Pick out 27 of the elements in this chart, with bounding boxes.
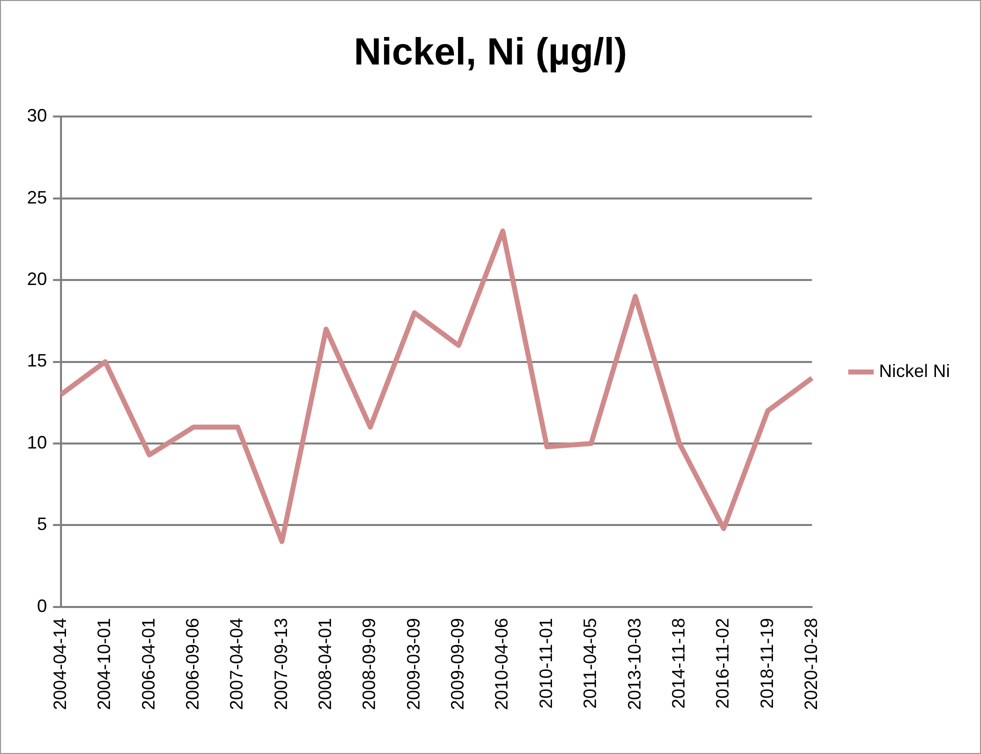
x-tick-label: 2014-11-18 xyxy=(668,618,688,709)
y-tick-label: 10 xyxy=(26,432,48,452)
y-tick-label: 0 xyxy=(37,596,48,616)
y-tick-label: 30 xyxy=(26,106,48,126)
x-tick-label: 2009-03-09 xyxy=(403,618,424,710)
x-tick-label: 2004-10-01 xyxy=(94,618,114,710)
y-tick-label: 15 xyxy=(26,350,48,371)
legend-label: Nickel Ni xyxy=(878,360,950,381)
x-tick-label: 2008-09-09 xyxy=(359,618,380,710)
chart-title: Nickel, Ni (µg/l) xyxy=(354,31,628,74)
x-tick-label: 2013-10-03 xyxy=(624,618,644,710)
x-tick-label: 2007-09-13 xyxy=(270,618,291,710)
x-tick-label: 2016-11-02 xyxy=(712,618,733,709)
x-tick-label: 2018-11-19 xyxy=(756,618,777,709)
y-tick-label: 25 xyxy=(26,187,48,208)
x-tick-label: 2006-04-01 xyxy=(138,618,158,710)
x-tick-label: 2007-04-04 xyxy=(226,618,247,710)
x-tick-label: 2006-09-06 xyxy=(182,618,203,710)
x-tick-label: 2010-11-01 xyxy=(536,618,556,709)
x-tick-label: 2020-10-28 xyxy=(800,618,821,710)
x-tick-label: 2009-09-09 xyxy=(448,618,468,710)
x-tick-label: 2010-04-06 xyxy=(492,618,512,710)
x-tick-label: 2008-04-01 xyxy=(315,618,336,710)
x-tick-label: 2004-04-14 xyxy=(50,618,70,710)
y-tick-label: 20 xyxy=(26,269,48,290)
y-tick-label: 5 xyxy=(37,514,48,534)
x-tick-label: 2011-04-05 xyxy=(580,618,600,709)
